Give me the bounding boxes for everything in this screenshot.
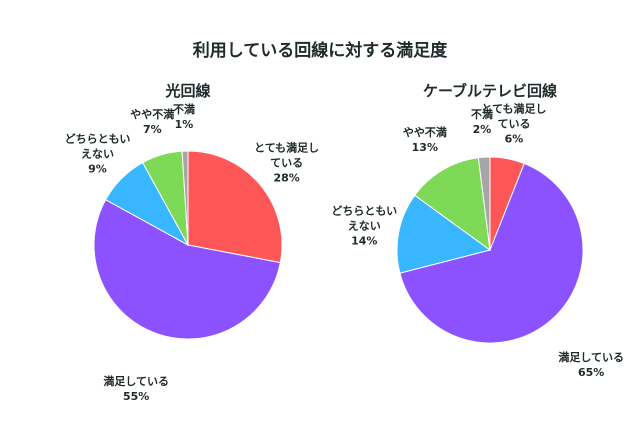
slice-label: 満足している 55%: [101, 374, 171, 404]
category-label: どちらともいえない: [331, 204, 398, 233]
slice-label: どちらともいえない 14%: [329, 204, 399, 249]
page-title: 利用している回線に対する満足度: [192, 41, 448, 61]
slice-label: どちらともいえない 9%: [62, 132, 132, 177]
chart-title: 光回線: [165, 82, 211, 100]
pie-slice: [396, 194, 492, 274]
category-label: やや不満: [130, 108, 175, 122]
pie-slice: [477, 156, 491, 251]
slice-label: やや不満 13%: [390, 125, 460, 155]
value-label: 14%: [351, 234, 378, 248]
slice-label: 満足している 65%: [556, 350, 626, 380]
category-label: 満足している: [103, 374, 169, 388]
value-label: 2%: [472, 123, 492, 137]
chart-title: ケーブルテレビ回線: [422, 82, 558, 100]
value-label: 9%: [88, 162, 107, 176]
pie-slice: [414, 157, 491, 252]
category-label: やや不満: [402, 125, 447, 139]
slice-label: とても満足している 6%: [479, 102, 549, 147]
value-label: 28%: [273, 171, 300, 185]
category-label: 満足している: [558, 350, 624, 364]
value-label: 6%: [504, 132, 524, 146]
pie-slice: [181, 150, 189, 246]
category-label: 不満: [470, 108, 493, 122]
pie-slice: [93, 199, 281, 340]
slice-label: やや不満 7%: [117, 107, 187, 137]
pie-slice: [187, 150, 283, 264]
pie-slice: [399, 162, 584, 344]
value-label: 55%: [123, 389, 150, 403]
value-label: 1%: [174, 118, 194, 132]
slice-label: 不満 1%: [149, 102, 219, 132]
value-label: 13%: [411, 140, 438, 154]
category-label: とても満足している: [481, 102, 547, 131]
slice-label: 不満 2%: [447, 107, 517, 137]
value-label: 7%: [142, 123, 162, 137]
category-label: どちらともいえない: [64, 132, 131, 161]
value-label: 65%: [578, 365, 605, 379]
category-label: とても満足している: [254, 141, 320, 170]
category-label: 不満: [172, 103, 195, 117]
slice-label: とても満足している 28%: [252, 141, 322, 186]
